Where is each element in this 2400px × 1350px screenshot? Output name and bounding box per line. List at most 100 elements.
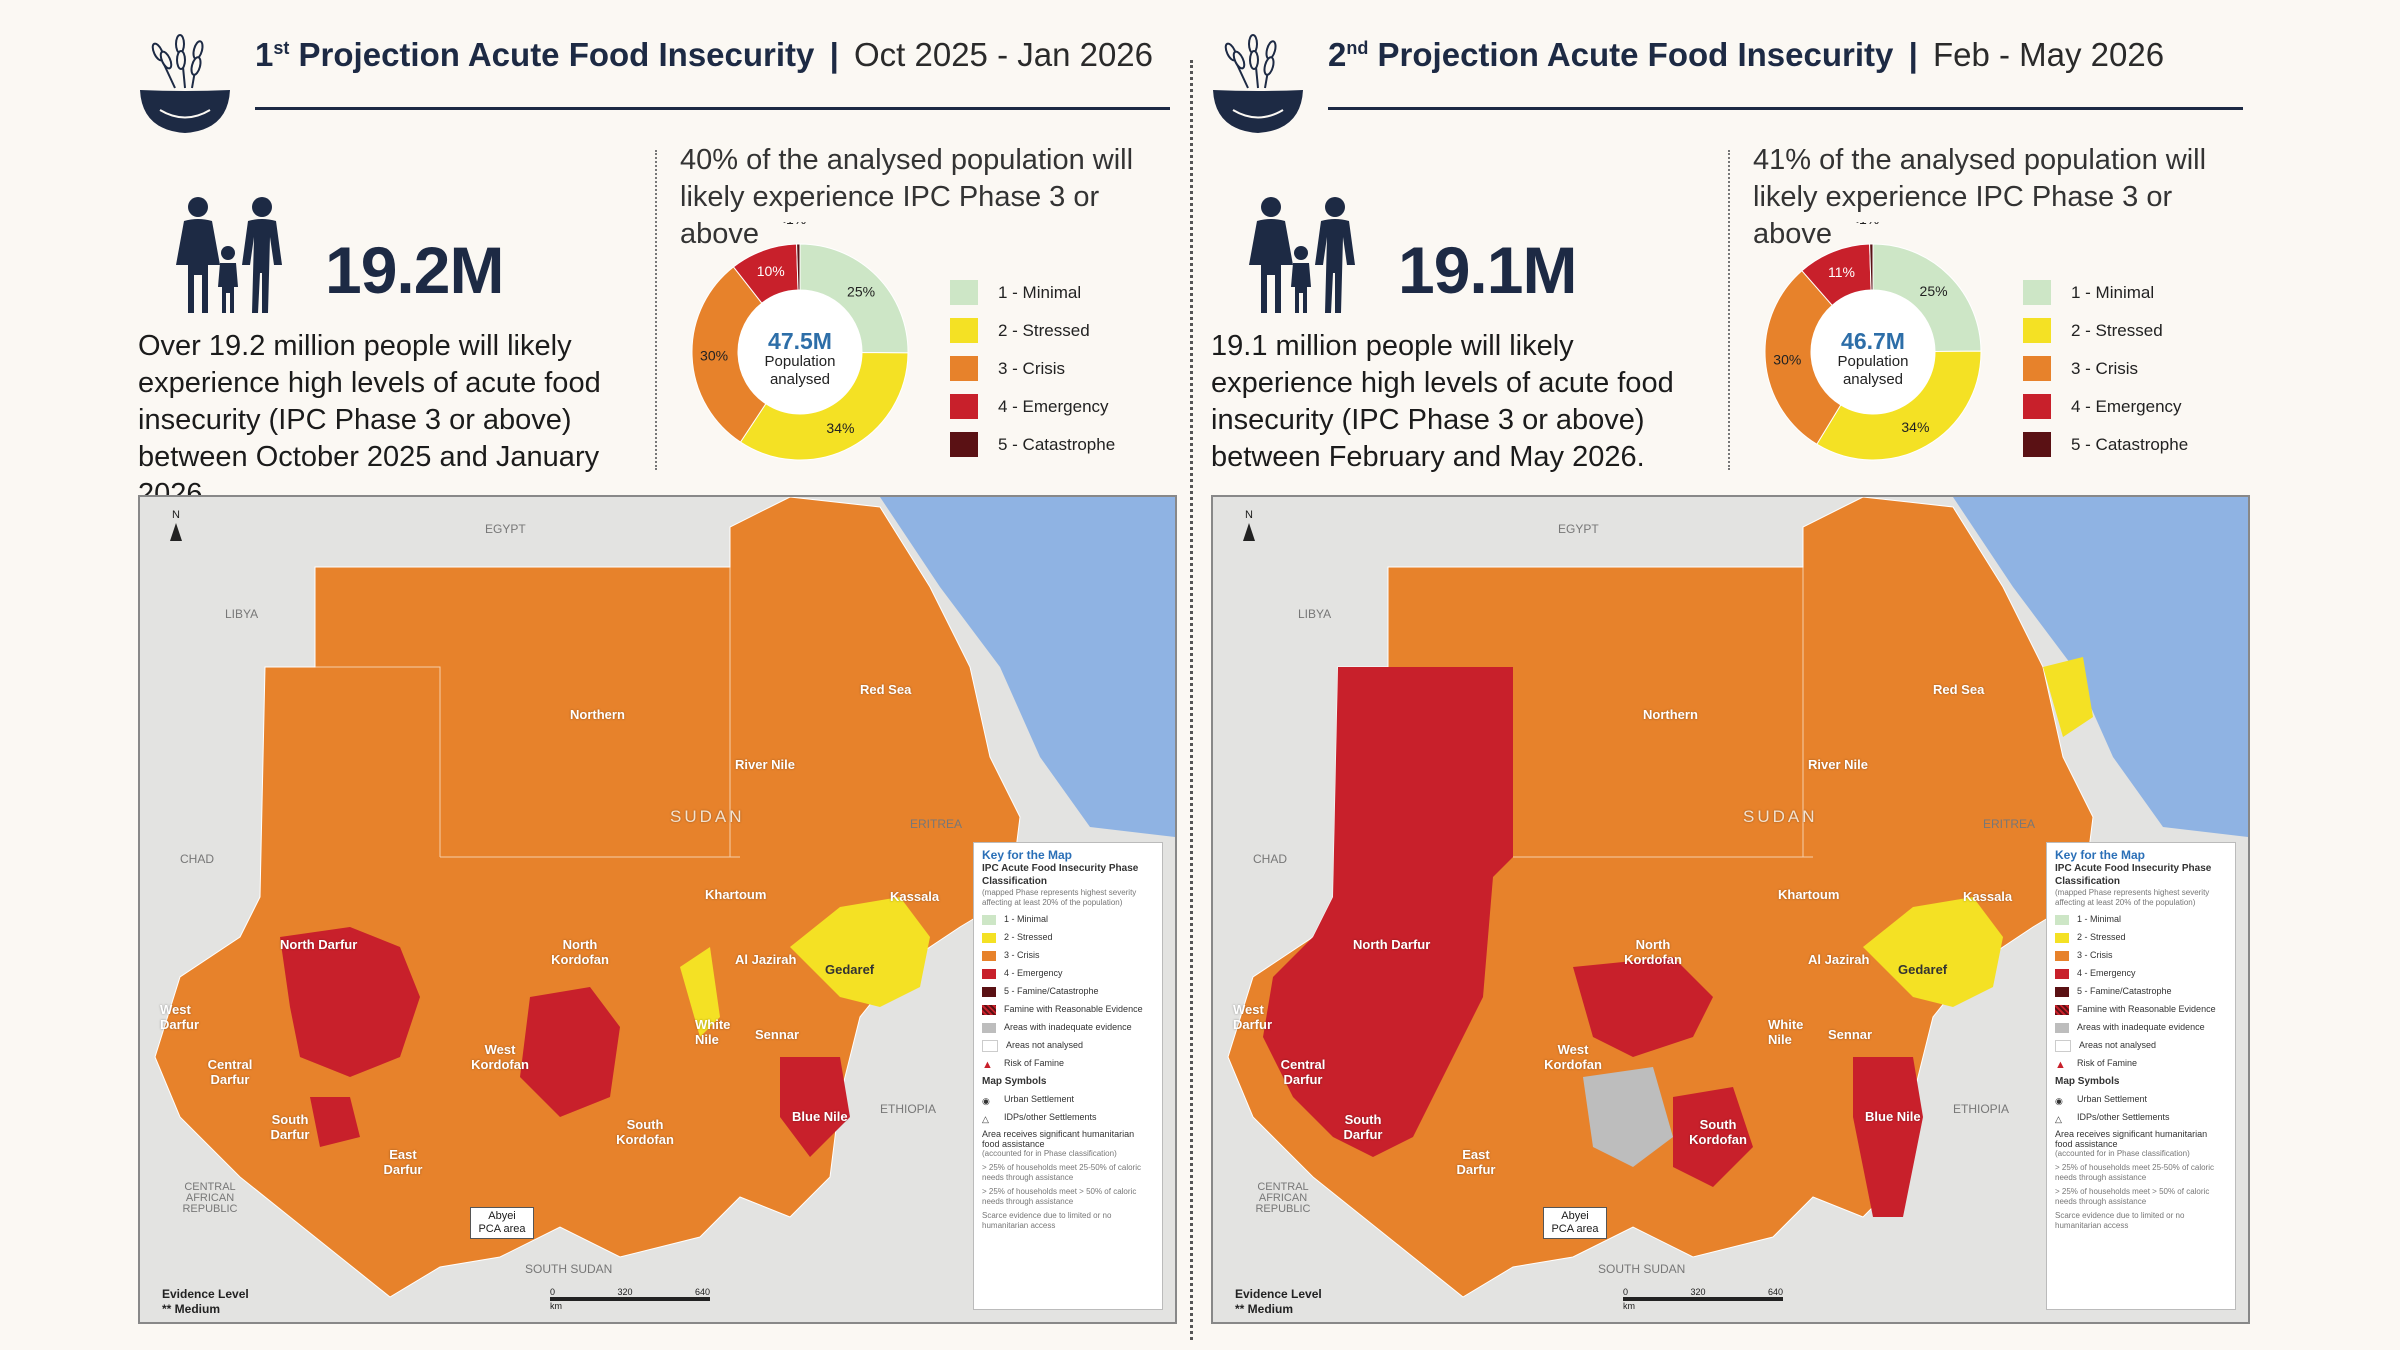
family-icon bbox=[176, 197, 282, 313]
headline-number: 19.1M bbox=[1398, 233, 1577, 307]
key-item: △ IDPs/other Settlements bbox=[2055, 1111, 2227, 1124]
legend-item: 5 - Catastrophe bbox=[950, 432, 1115, 457]
key-item-label: 5 - Famine/Catastrophe bbox=[2077, 986, 2172, 996]
title-period: Feb - May 2026 bbox=[1932, 36, 2165, 73]
donut-slice-label: 11% bbox=[1828, 264, 1855, 280]
legend-label: 5 - Catastrophe bbox=[2071, 434, 2189, 454]
key-assist-1: > 25% of households meet 25-50% of calor… bbox=[2055, 1163, 2214, 1182]
map-key: Key for the Map IPC Acute Food Insecurit… bbox=[973, 842, 1163, 1310]
map-key: Key for the Map IPC Acute Food Insecurit… bbox=[2046, 842, 2236, 1310]
key-item-label: 4 - Emergency bbox=[2077, 968, 2136, 978]
scale-2: 640 bbox=[694, 1287, 710, 1297]
key-item-label: 1 - Minimal bbox=[2077, 914, 2122, 924]
country-label: SOUTH SUDAN bbox=[525, 1262, 613, 1276]
blue-nile-emergency bbox=[1853, 1057, 1923, 1217]
state-label: South Darfur bbox=[1343, 1112, 1383, 1142]
country-label: ETHIOPIA bbox=[1953, 1102, 2010, 1116]
state-label: River Nile bbox=[1808, 757, 1868, 772]
key-item-label: 3 - Crisis bbox=[2077, 950, 2113, 960]
state-label: Blue Nile bbox=[1865, 1109, 1921, 1124]
panel-title: 2nd Projection Acute Food Insecurity | F… bbox=[1328, 36, 2164, 74]
key-item: 3 - Crisis bbox=[2055, 949, 2227, 962]
key-item-label: 2 - Stressed bbox=[2077, 932, 2126, 942]
state-label: North Kordofan bbox=[551, 937, 609, 967]
evidence-level: Evidence Level ** Medium bbox=[162, 1287, 249, 1317]
legend-swatch bbox=[950, 394, 978, 419]
scale-1: 320 bbox=[617, 1287, 633, 1297]
country-label: CHAD bbox=[180, 852, 215, 866]
legend-item: 3 - Crisis bbox=[2023, 356, 2188, 381]
kordofan-emergency bbox=[520, 987, 620, 1117]
donut-center-value: 46.7M bbox=[1841, 328, 1905, 354]
risk-triangle-icon: ▲ bbox=[982, 1058, 993, 1071]
panel-second-projection: 2nd Projection Acute Food Insecurity | F… bbox=[1203, 0, 2263, 1350]
legend-item: 5 - Catastrophe bbox=[2023, 432, 2188, 457]
family-icon bbox=[1249, 197, 1355, 313]
panel-first-projection: 1st Projection Acute Food Insecurity | O… bbox=[130, 0, 1190, 1350]
key-symbols-title: Map Symbols bbox=[2055, 1076, 2120, 1087]
key-item: △ IDPs/other Settlements bbox=[982, 1111, 1154, 1124]
key-item: ◉ Urban Settlement bbox=[2055, 1093, 2227, 1106]
key-item-label: Famine with Reasonable Evidence bbox=[1004, 1004, 1143, 1014]
gedaref-stressed bbox=[1863, 897, 2003, 1007]
headline-number: 19.2M bbox=[325, 233, 504, 307]
map-graphic bbox=[140, 497, 1175, 1322]
donut-center-value: 47.5M bbox=[768, 328, 832, 354]
state-label: Khartoum bbox=[1778, 887, 1840, 902]
key-heading: IPC Acute Food Insecurity Phase Classifi… bbox=[982, 863, 1139, 887]
gedaref-stressed bbox=[790, 897, 930, 1007]
state-label: North Darfur bbox=[280, 937, 358, 952]
key-symbols-title: Map Symbols bbox=[982, 1076, 1047, 1087]
key-heading: IPC Acute Food Insecurity Phase Classifi… bbox=[2055, 863, 2212, 887]
north-label: N bbox=[172, 509, 180, 521]
key-item: 5 - Famine/Catastrophe bbox=[982, 985, 1154, 998]
urban-settlement-icon: ◉ bbox=[2055, 1095, 2063, 1106]
state-label: Red Sea bbox=[1933, 682, 1985, 697]
key-item: 4 - Emergency bbox=[2055, 967, 2227, 980]
key-item-label: Famine with Reasonable Evidence bbox=[2077, 1004, 2216, 1014]
country-label: LIBYA bbox=[225, 607, 259, 621]
key-item-label: Areas with inadequate evidence bbox=[1004, 1022, 1132, 1032]
key-assist-title: Area receives significant humanitarian f… bbox=[2055, 1129, 2208, 1149]
donut-slice-label: 10% bbox=[757, 263, 785, 279]
scale-2: 640 bbox=[1767, 1287, 1783, 1297]
key-item: Famine with Reasonable Evidence bbox=[982, 1003, 1154, 1016]
donut-slice-label: 25% bbox=[1920, 283, 1948, 299]
state-label: Al Jazirah bbox=[735, 952, 797, 967]
legend-swatch bbox=[950, 280, 978, 305]
key-item: Areas not analysed bbox=[2055, 1039, 2227, 1052]
key-item-label: IDPs/other Settlements bbox=[2077, 1112, 2170, 1122]
state-label: South Kordofan bbox=[1689, 1117, 1747, 1147]
legend-label: 2 - Stressed bbox=[2071, 320, 2163, 340]
key-item: Areas with inadequate evidence bbox=[982, 1021, 1154, 1034]
state-label: Red Sea bbox=[860, 682, 912, 697]
legend-item: 4 - Emergency bbox=[2023, 394, 2188, 419]
donut-slice-label: 34% bbox=[1901, 419, 1929, 435]
key-assist-sub: (accounted for in Phase classification) bbox=[2055, 1149, 2190, 1158]
evidence-title: Evidence Level bbox=[162, 1287, 249, 1301]
wheat-bowl-icon bbox=[1213, 34, 1303, 133]
donut-center-label: Population analysed bbox=[764, 353, 836, 388]
legend-item: 1 - Minimal bbox=[950, 280, 1115, 305]
section-separator bbox=[1728, 150, 1730, 470]
state-label: North Kordofan bbox=[1624, 937, 1682, 967]
headline-description: Over 19.2 million people will likely exp… bbox=[138, 330, 601, 510]
key-item-label: Urban Settlement bbox=[1004, 1094, 1075, 1104]
donut-slice-label: 30% bbox=[700, 347, 728, 363]
scale-unit: km bbox=[1623, 1301, 1635, 1311]
key-item: Famine with Reasonable Evidence bbox=[2055, 1003, 2227, 1016]
idp-triangle-icon: △ bbox=[2055, 1113, 2062, 1124]
country-label: SUDAN bbox=[670, 807, 745, 826]
headline-description: 19.1 million people will likely experien… bbox=[1211, 330, 1674, 473]
state-label: East Darfur bbox=[1456, 1147, 1496, 1177]
red-sea-water bbox=[1953, 497, 2248, 837]
north-arrow-icon: N bbox=[170, 509, 182, 543]
legend-item: 3 - Crisis bbox=[950, 356, 1115, 381]
title-pipe: | bbox=[1908, 36, 1918, 73]
donut-slice-label: 34% bbox=[826, 420, 854, 436]
legend-swatch bbox=[2023, 318, 2051, 343]
country-label: CENTRAL AFRICAN REPUBLIC bbox=[182, 1181, 238, 1215]
state-label: Sennar bbox=[1828, 1027, 1873, 1042]
key-item: Areas not analysed bbox=[982, 1039, 1154, 1052]
key-item: 2 - Stressed bbox=[982, 931, 1154, 944]
